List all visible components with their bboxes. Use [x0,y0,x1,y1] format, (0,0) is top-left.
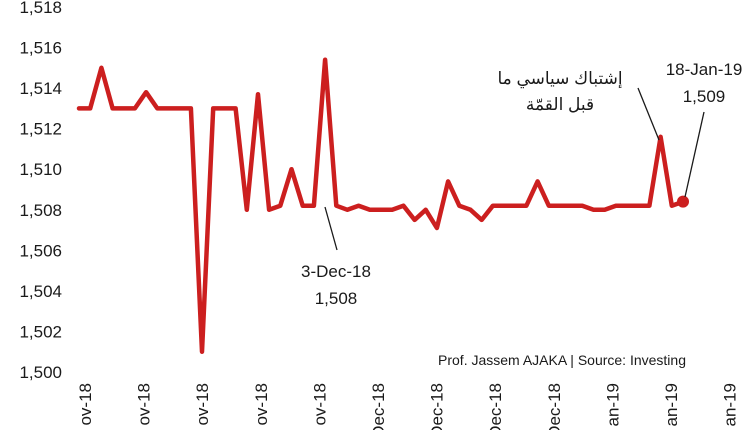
y-tick-label: 1,508 [19,201,62,220]
annotation-dec-value: 1,508 [315,289,358,308]
x-tick-label: ov-18 [310,383,329,426]
annotation-leader-jan [684,111,705,198]
x-tick-label: Dec-18 [369,383,388,430]
y-tick-label: 1,510 [19,160,62,179]
annotation-leader-dec [324,206,338,251]
x-tick-label: Dec-18 [428,383,447,430]
annotation-clash-line1: إشتباك سياسي ما [497,69,622,89]
series-line [76,57,686,354]
annotation-jan-date: 18-Jan-19 [666,60,743,79]
annotation-jan-value: 1,509 [683,87,726,106]
x-tick-label: Dec-18 [545,383,564,430]
x-tick-label: an-19 [721,383,740,426]
x-tick-label: an-19 [603,383,622,426]
y-tick-label: 1,502 [19,322,62,341]
x-tick-label: ov-18 [252,383,271,426]
annotation-leader-clash [637,87,660,141]
x-tick-label: ov-18 [76,383,95,426]
x-tick-label: Dec-18 [486,383,505,430]
annotation-clash-line2: قبل القمّة [526,95,594,114]
y-tick-label: 1,516 [19,39,62,58]
y-axis: 1,500 1,502 1,504 1,506 1,508 1,510 1,512 1,514… [19,0,62,382]
y-tick-label: 1,504 [19,282,62,301]
y-tick-label: 1,512 [19,120,62,139]
x-tick-label: ov-18 [135,383,154,426]
y-tick-label: 1,518 [19,0,62,17]
x-axis: ov-18 ov-18 ov-18 ov-18 ov-18 Dec-18 Dec-18 Dec… [76,383,740,430]
x-tick-label: ov-18 [193,383,212,426]
source-credit: Prof. Jassem AJAKA | Source: Investing [438,352,686,368]
y-tick-label: 1,506 [19,241,62,260]
y-tick-label: 1,514 [19,79,62,98]
y-tick-label: 1,500 [19,363,62,382]
x-tick-label: an-19 [662,383,681,426]
annotation-dec-date: 3-Dec-18 [301,262,371,281]
last-data-point [677,195,689,208]
